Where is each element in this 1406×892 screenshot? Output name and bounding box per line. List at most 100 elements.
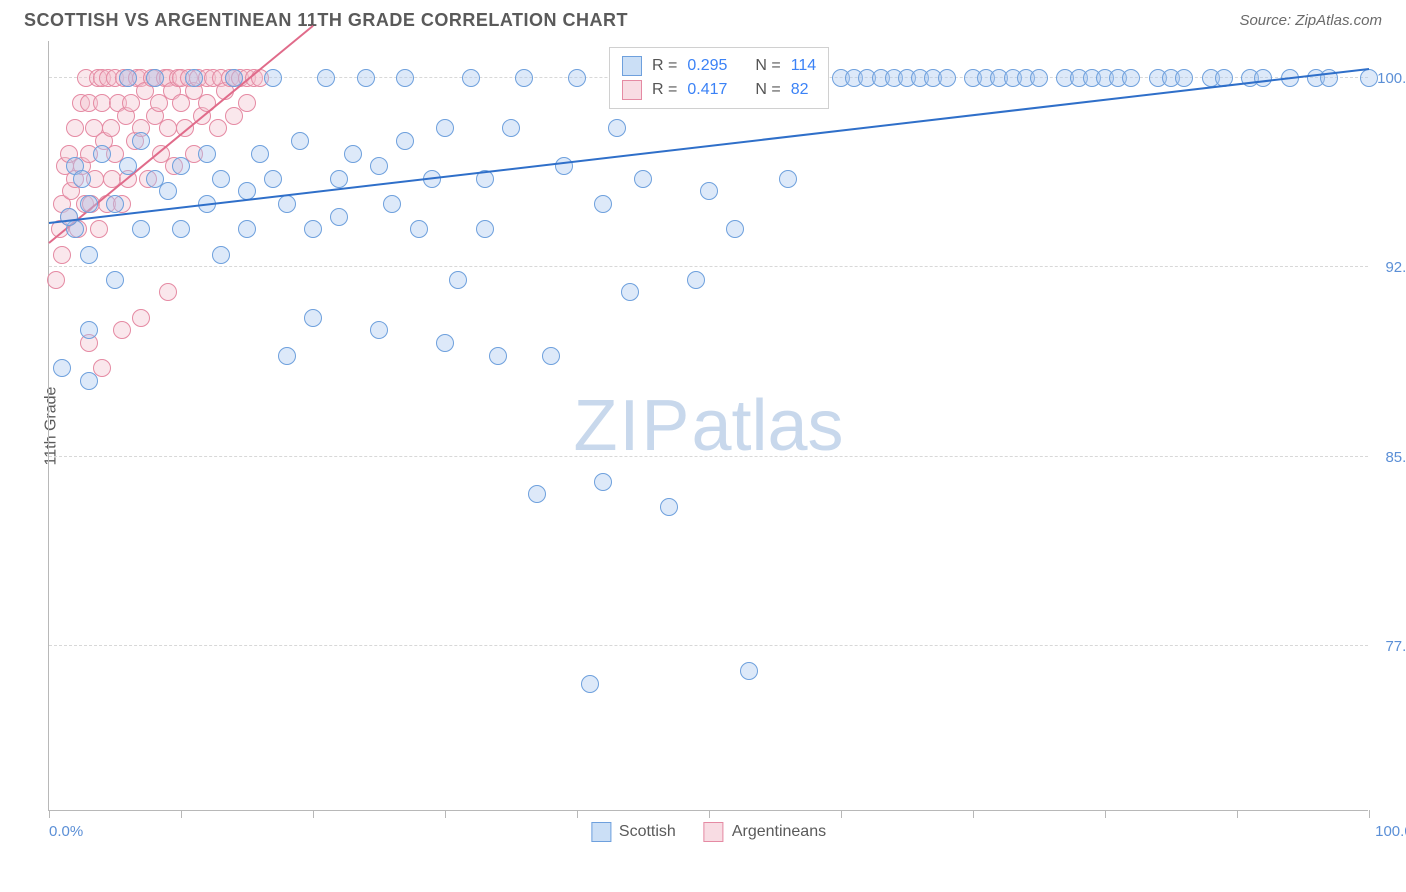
scottish-point xyxy=(317,69,335,87)
chart-container: 11th Grade ZIPatlas 77.5%85.0%92.5%100.0… xyxy=(48,41,1384,811)
legend-item-scottish: Scottish xyxy=(591,822,676,842)
scottish-point xyxy=(119,69,137,87)
scottish-point xyxy=(330,170,348,188)
scottish-point xyxy=(264,170,282,188)
scottish-point xyxy=(700,182,718,200)
x-tick xyxy=(1105,810,1106,818)
scottish-point xyxy=(53,359,71,377)
argentineans-legend-swatch-icon xyxy=(704,822,724,842)
scottish-point xyxy=(304,309,322,327)
scottish-point xyxy=(159,182,177,200)
scottish-point xyxy=(73,170,91,188)
scottish-point xyxy=(462,69,480,87)
argentineans-point xyxy=(53,246,71,264)
scottish-point xyxy=(687,271,705,289)
argentineans-point xyxy=(209,119,227,137)
scottish-point xyxy=(594,195,612,213)
y-tick-label: 92.5% xyxy=(1374,259,1406,276)
argentineans-point xyxy=(198,94,216,112)
scottish-point xyxy=(1175,69,1193,87)
scottish-point xyxy=(93,145,111,163)
argentineans-point xyxy=(102,119,120,137)
argentineans-point xyxy=(159,283,177,301)
y-tick-label: 85.0% xyxy=(1374,449,1406,466)
x-tick xyxy=(313,810,314,818)
scottish-point xyxy=(185,69,203,87)
x-tick xyxy=(1369,810,1370,818)
scottish-point xyxy=(198,145,216,163)
scottish-point xyxy=(106,271,124,289)
scottish-point xyxy=(264,69,282,87)
argentineans-point xyxy=(90,220,108,238)
scottish-swatch-icon xyxy=(622,56,642,76)
legend-label: Argentineans xyxy=(732,823,826,841)
scottish-point xyxy=(555,157,573,175)
argentineans-point xyxy=(122,94,140,112)
scottish-point xyxy=(1360,69,1378,87)
scottish-point xyxy=(436,119,454,137)
x-tick xyxy=(445,810,446,818)
legend: Scottish Argentineans xyxy=(591,822,826,842)
scottish-point xyxy=(660,498,678,516)
scottish-point xyxy=(212,170,230,188)
scottish-point xyxy=(132,132,150,150)
y-tick-label: 100.0% xyxy=(1374,70,1406,87)
scatter-plot: ZIPatlas 77.5%85.0%92.5%100.0%0.0%100.0%… xyxy=(48,41,1368,811)
scottish-point xyxy=(106,195,124,213)
argentineans-point xyxy=(66,119,84,137)
scottish-point xyxy=(383,195,401,213)
gridline xyxy=(49,266,1368,267)
legend-item-argentineans: Argentineans xyxy=(704,822,826,842)
scottish-point xyxy=(502,119,520,137)
scottish-point xyxy=(594,473,612,491)
scottish-point xyxy=(410,220,428,238)
scottish-point xyxy=(608,119,626,137)
scottish-point xyxy=(1254,69,1272,87)
scottish-point xyxy=(278,195,296,213)
scottish-point xyxy=(344,145,362,163)
scottish-point xyxy=(304,220,322,238)
argentineans-point xyxy=(113,321,131,339)
x-tick xyxy=(709,810,710,818)
scottish-point xyxy=(278,347,296,365)
scottish-point xyxy=(132,220,150,238)
scottish-point xyxy=(370,321,388,339)
stat-row-scottish: R =0.295N =114 xyxy=(622,54,816,78)
chart-title: SCOTTISH VS ARGENTINEAN 11TH GRADE CORRE… xyxy=(24,10,628,31)
scottish-legend-swatch-icon xyxy=(591,822,611,842)
scottish-point xyxy=(80,372,98,390)
scottish-point xyxy=(396,69,414,87)
scottish-point xyxy=(581,675,599,693)
correlation-stats-box: R =0.295N =114R =0.417N =82 xyxy=(609,47,829,109)
x-tick xyxy=(841,810,842,818)
argentineans-point xyxy=(238,94,256,112)
scottish-point xyxy=(938,69,956,87)
scottish-point xyxy=(146,69,164,87)
scottish-point xyxy=(726,220,744,238)
x-tick xyxy=(49,810,50,818)
scottish-point xyxy=(779,170,797,188)
scottish-point xyxy=(80,246,98,264)
scottish-point xyxy=(621,283,639,301)
x-tick xyxy=(181,810,182,818)
scottish-point xyxy=(1122,69,1140,87)
y-tick-label: 77.5% xyxy=(1374,638,1406,655)
scottish-point xyxy=(357,69,375,87)
scottish-point xyxy=(489,347,507,365)
scottish-point xyxy=(119,157,137,175)
scottish-point xyxy=(634,170,652,188)
scottish-point xyxy=(60,208,78,226)
scottish-point xyxy=(291,132,309,150)
scottish-point xyxy=(330,208,348,226)
scottish-point xyxy=(449,271,467,289)
scottish-point xyxy=(436,334,454,352)
x-tick xyxy=(973,810,974,818)
argentineans-point xyxy=(47,271,65,289)
scottish-point xyxy=(172,157,190,175)
scottish-point xyxy=(542,347,560,365)
scottish-point xyxy=(515,69,533,87)
argentineans-point xyxy=(159,119,177,137)
scottish-point xyxy=(225,69,243,87)
x-tick xyxy=(577,810,578,818)
gridline xyxy=(49,456,1368,457)
